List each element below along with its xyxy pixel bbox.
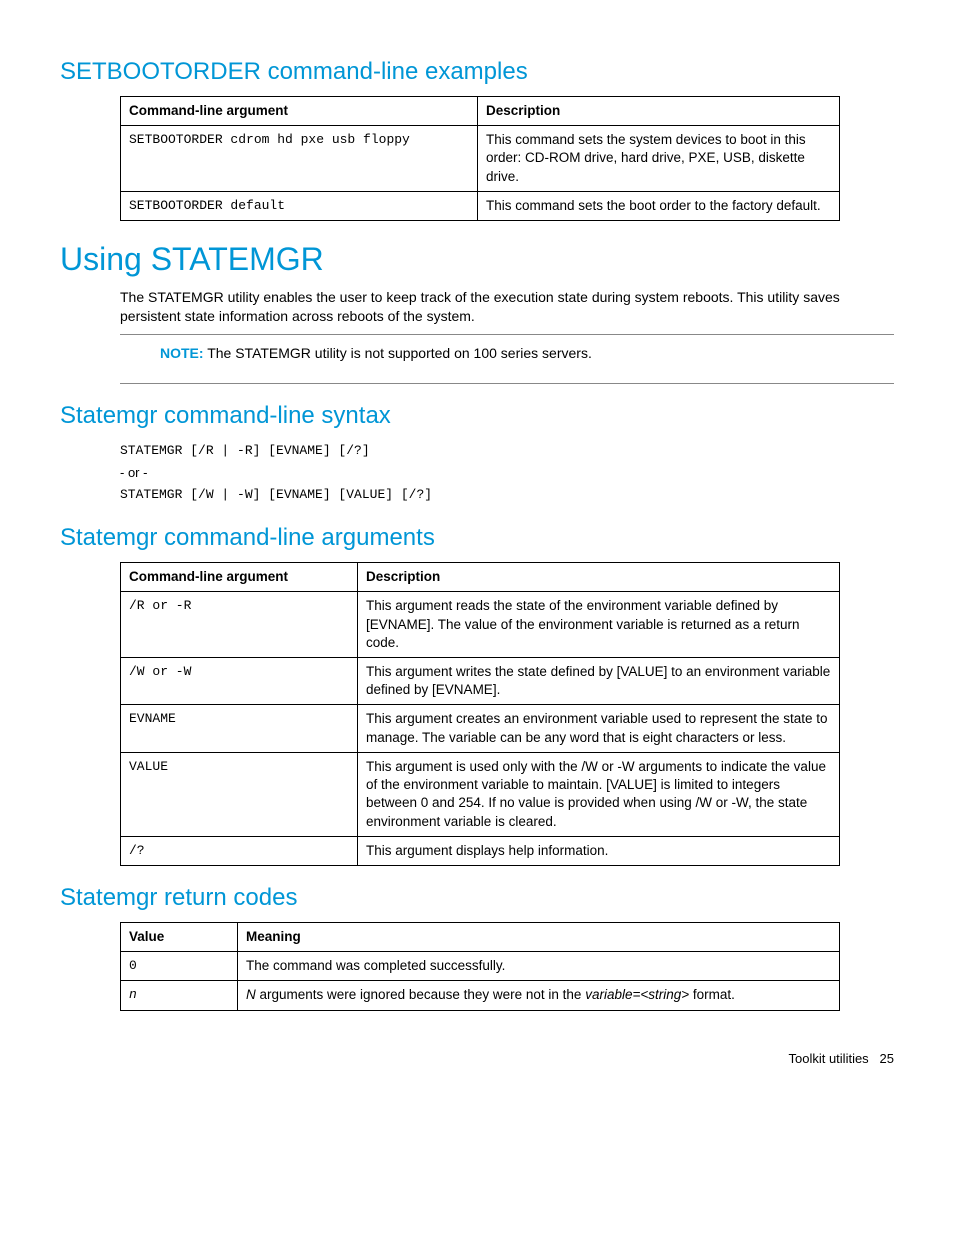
table-header: Value bbox=[121, 923, 238, 952]
heading-setbootorder-examples: SETBOOTORDER command-line examples bbox=[60, 58, 894, 86]
table-header: Command-line argument bbox=[121, 97, 478, 126]
cell-desc: This argument creates an environment var… bbox=[358, 705, 840, 752]
page-footer: Toolkit utilities 25 bbox=[60, 1051, 894, 1066]
paragraph-statemgr-intro: The STATEMGR utility enables the user to… bbox=[120, 288, 894, 326]
table-setbootorder-examples: Command-line argument Description SETBOO… bbox=[120, 96, 840, 221]
heading-statemgr-return: Statemgr return codes bbox=[60, 884, 894, 912]
cell-meaning: The command was completed successfully. bbox=[238, 952, 840, 981]
note-text: The STATEMGR utility is not supported on… bbox=[204, 345, 592, 361]
cell-desc: This command sets the boot order to the … bbox=[478, 191, 840, 220]
table-statemgr-args: Command-line argument Description /R or … bbox=[120, 562, 840, 866]
cell-arg: /? bbox=[121, 836, 358, 865]
table-row: SETBOOTORDER default This command sets t… bbox=[121, 191, 840, 220]
table-row: EVNAME This argument creates an environm… bbox=[121, 705, 840, 752]
cell-desc: This command sets the system devices to … bbox=[478, 126, 840, 192]
text-italic: N bbox=[246, 987, 256, 1002]
table-header: Description bbox=[478, 97, 840, 126]
cell-val: 0 bbox=[121, 952, 238, 981]
heading-statemgr-args: Statemgr command-line arguments bbox=[60, 524, 894, 552]
note-block: NOTE: The STATEMGR utility is not suppor… bbox=[120, 334, 894, 384]
cell-arg: SETBOOTORDER default bbox=[121, 191, 478, 220]
syntax-line: STATEMGR [/R | -R] [EVNAME] [/?] bbox=[120, 440, 894, 462]
text: arguments were ignored because they were… bbox=[256, 987, 585, 1002]
table-row: VALUE This argument is used only with th… bbox=[121, 752, 840, 836]
table-row: 0 The command was completed successfully… bbox=[121, 952, 840, 981]
syntax-line: STATEMGR [/W | -W] [EVNAME] [VALUE] [/?] bbox=[120, 484, 894, 506]
text-italic: variable=<string> bbox=[585, 987, 689, 1002]
table-statemgr-return: Value Meaning 0 The command was complete… bbox=[120, 922, 840, 1011]
cell-arg: /W or -W bbox=[121, 658, 358, 705]
table-header: Description bbox=[358, 563, 840, 592]
cell-arg: EVNAME bbox=[121, 705, 358, 752]
cell-arg: SETBOOTORDER cdrom hd pxe usb floppy bbox=[121, 126, 478, 192]
heading-using-statemgr: Using STATEMGR bbox=[60, 241, 894, 278]
table-row: /? This argument displays help informati… bbox=[121, 836, 840, 865]
heading-statemgr-syntax: Statemgr command-line syntax bbox=[60, 402, 894, 430]
text: format. bbox=[689, 987, 735, 1002]
syntax-block: STATEMGR [/R | -R] [EVNAME] [/?] - or - … bbox=[120, 440, 894, 506]
table-row: /R or -R This argument reads the state o… bbox=[121, 592, 840, 658]
cell-desc: This argument is used only with the /W o… bbox=[358, 752, 840, 836]
cell-desc: This argument reads the state of the env… bbox=[358, 592, 840, 658]
footer-section: Toolkit utilities bbox=[788, 1051, 868, 1066]
table-row: n N arguments were ignored because they … bbox=[121, 981, 840, 1010]
syntax-or: - or - bbox=[120, 462, 894, 484]
cell-desc: This argument writes the state defined b… bbox=[358, 658, 840, 705]
cell-val: n bbox=[121, 981, 238, 1010]
table-header: Command-line argument bbox=[121, 563, 358, 592]
note-label: NOTE: bbox=[160, 345, 204, 361]
footer-page-number: 25 bbox=[880, 1051, 894, 1066]
cell-desc: This argument displays help information. bbox=[358, 836, 840, 865]
cell-arg: VALUE bbox=[121, 752, 358, 836]
table-header: Meaning bbox=[238, 923, 840, 952]
cell-meaning: N arguments were ignored because they we… bbox=[238, 981, 840, 1010]
cell-arg: /R or -R bbox=[121, 592, 358, 658]
table-row: SETBOOTORDER cdrom hd pxe usb floppy Thi… bbox=[121, 126, 840, 192]
table-row: /W or -W This argument writes the state … bbox=[121, 658, 840, 705]
